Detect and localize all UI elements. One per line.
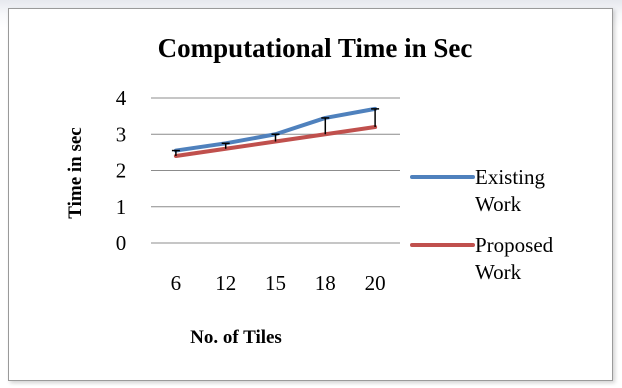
y-tick-label: 3 (116, 122, 127, 146)
x-axis-title: No. of Tiles (190, 327, 282, 348)
y-axis-ticks: 0 1 2 3 4 (116, 86, 127, 255)
y-tick-label: 2 (116, 159, 127, 183)
legend-label: Existing (475, 165, 546, 189)
x-tick-label: 6 (171, 271, 182, 295)
x-tick-label: 15 (265, 271, 286, 295)
legend: Existing Work Proposed Work (410, 165, 554, 284)
legend-label: Proposed (475, 233, 554, 257)
y-axis-title: Time in sec (65, 127, 86, 218)
x-axis-ticks: 6 12 15 18 20 (171, 271, 386, 295)
x-tick-label: 12 (215, 271, 236, 295)
chart-title: Computational Time in Sec (158, 33, 473, 63)
series (171, 106, 380, 158)
y-tick-label: 4 (116, 86, 127, 110)
y-tick-label: 1 (116, 195, 127, 219)
x-tick-label: 20 (365, 271, 386, 295)
x-tick-label: 18 (315, 271, 336, 295)
grid (151, 97, 400, 244)
legend-label: Work (475, 260, 522, 284)
legend-label: Work (475, 192, 522, 216)
y-tick-label: 0 (116, 231, 127, 255)
